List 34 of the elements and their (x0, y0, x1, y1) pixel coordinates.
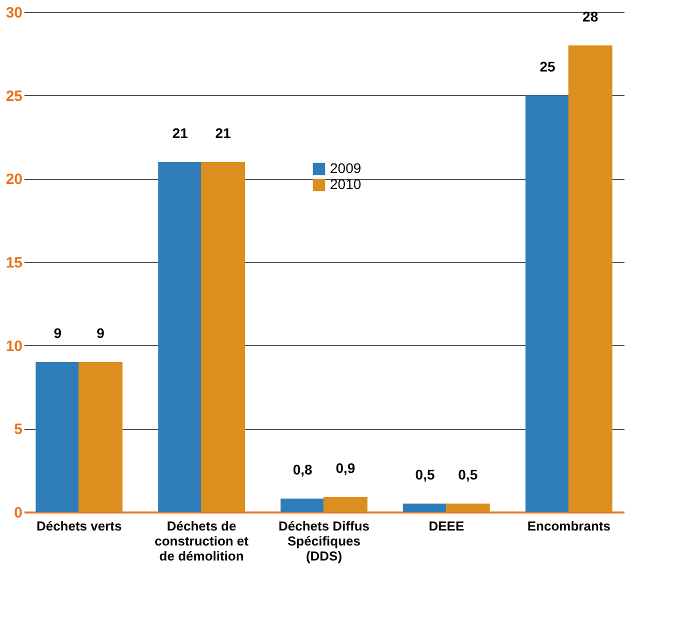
y-tick-label: 20 (6, 171, 22, 188)
y-tick-label: 10 (6, 338, 22, 355)
data-label: 9 (96, 325, 105, 341)
bar (78, 362, 123, 512)
legend-label: 2010 (330, 176, 362, 192)
data-label: 25 (540, 58, 556, 74)
bar (36, 362, 80, 512)
x-tick-label: DEEE (428, 518, 464, 534)
bar (403, 504, 448, 512)
y-tick-label: 25 (6, 88, 22, 105)
bar (323, 497, 368, 512)
y-tick-label: 15 (6, 254, 22, 272)
data-label: 28 (582, 8, 598, 24)
data-label: 0,5 (415, 466, 435, 483)
legend-label: 2009 (330, 160, 362, 176)
bar (446, 504, 490, 512)
data-label: 9 (54, 325, 62, 341)
bar (200, 162, 245, 512)
bar (280, 498, 325, 512)
bar (525, 95, 570, 512)
data-label: 0,9 (336, 460, 356, 476)
y-tick-label: 5 (14, 421, 22, 438)
y-tick-label: 0 (14, 504, 22, 522)
x-tick-label: Encombrants (527, 518, 610, 534)
bar (568, 45, 612, 512)
data-label: 0,5 (458, 466, 478, 483)
data-label: 0,8 (292, 462, 313, 478)
y-tick-label: 30 (6, 4, 22, 22)
bar (158, 162, 202, 512)
data-label: 21 (172, 125, 188, 141)
x-tick-label: Déchets Diffus Spécifiques (DDS) (278, 518, 370, 564)
x-tick-label: Déchets verts (36, 518, 122, 534)
data-label: 21 (215, 125, 231, 141)
x-tick-label: Déchets de construction et de démolition (154, 518, 250, 564)
